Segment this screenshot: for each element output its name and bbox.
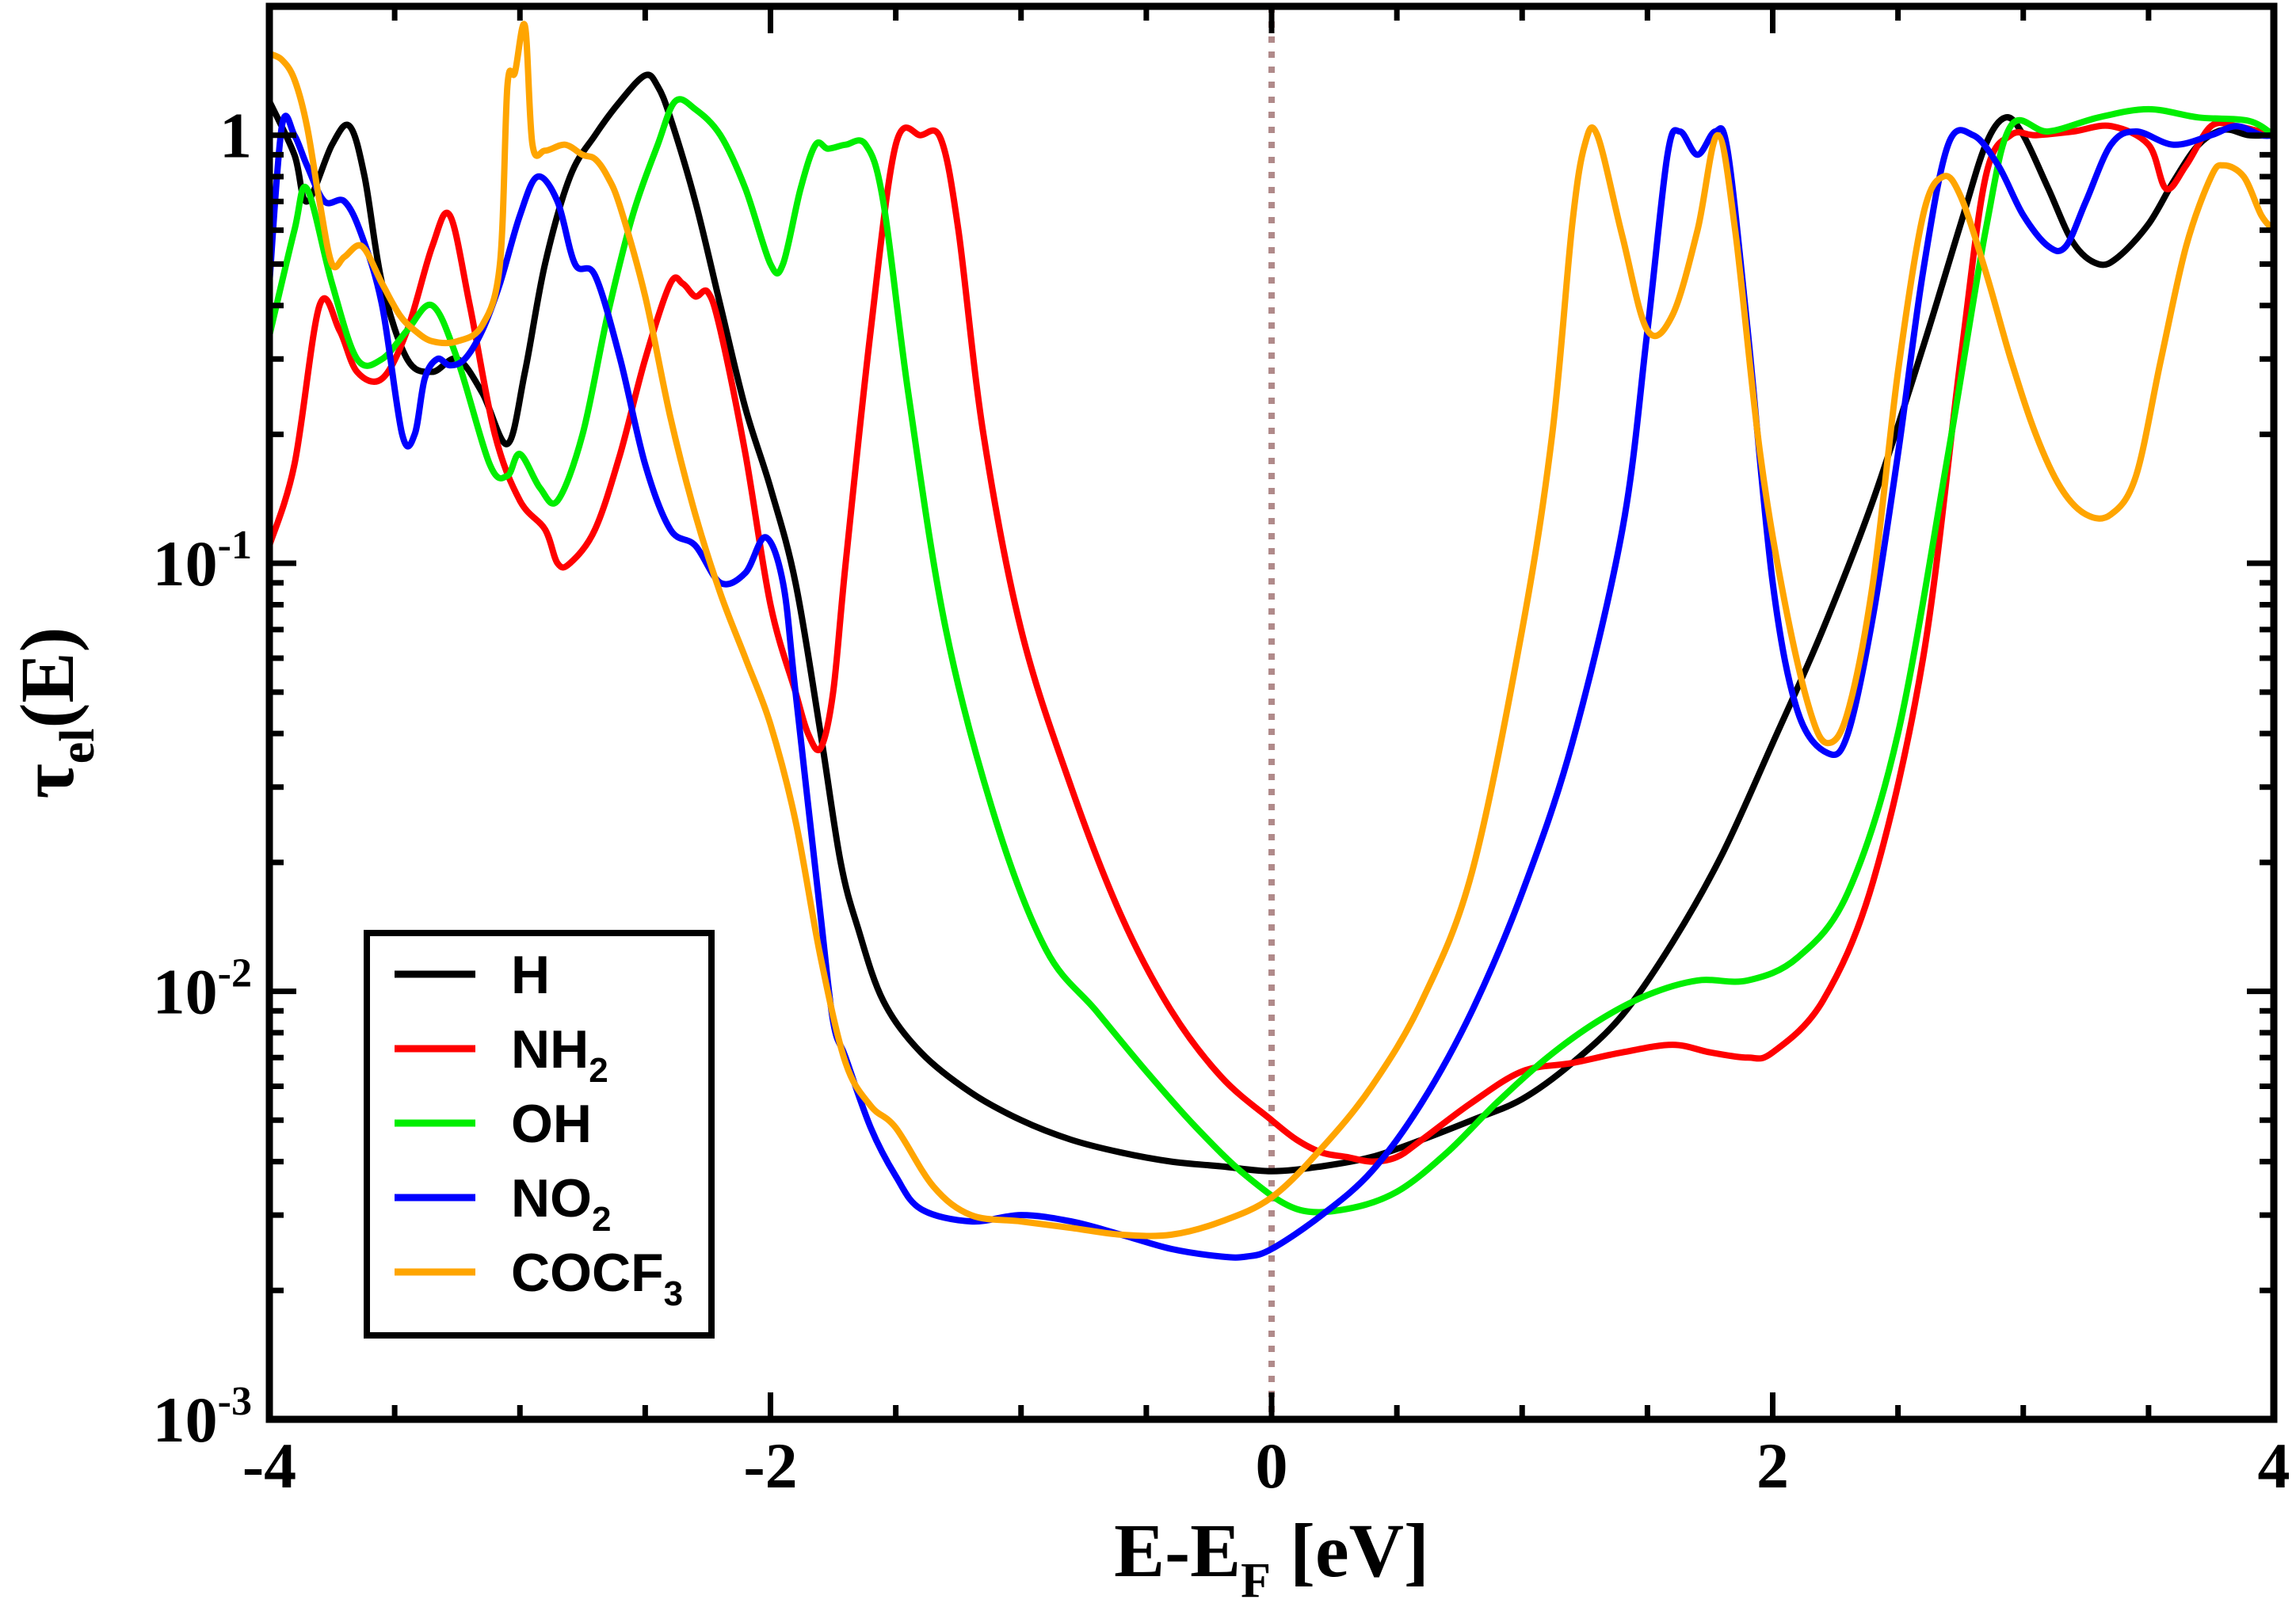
y-axis-title-suffix: (E) <box>5 627 90 729</box>
legend-label-cocf3: COCF3 <box>511 1243 683 1313</box>
series-line-nh2 <box>269 120 2274 1165</box>
x-axis-title-suffix: [eV] <box>1271 1508 1429 1593</box>
x-tick-label: 2 <box>1756 1430 1789 1502</box>
legend-label-no2: NO2 <box>511 1168 611 1239</box>
x-axis-title-sub: F <box>1241 1554 1271 1608</box>
x-tick-labels: -4 -2 0 2 4 <box>242 1430 2290 1502</box>
y-tick-labels: 1 10-1 10-2 10-3 <box>153 100 252 1456</box>
legend-label-nh2: NH2 <box>511 1019 608 1090</box>
series-lines <box>269 21 2274 1261</box>
y-axis-title-sub: el <box>51 728 105 764</box>
legend-box <box>364 930 715 1339</box>
y-tick-label: 10-1 <box>153 523 252 600</box>
x-axis-title-main: E-E <box>1114 1508 1241 1593</box>
y-axis-title-main: τ <box>5 764 90 798</box>
plot-frame <box>265 2 2278 1423</box>
y-tick-label: 10-3 <box>153 1379 252 1456</box>
legend-label-oh: OH <box>511 1094 592 1154</box>
series-line-oh <box>269 96 2274 1216</box>
legend-label-h: H <box>511 945 550 1005</box>
y-tick-label: 1 <box>219 100 252 172</box>
x-tick-label: -2 <box>743 1430 797 1502</box>
x-axis-title: E-EF [eV] <box>1114 1508 1429 1608</box>
y-axis-title: τel(E) <box>5 627 105 799</box>
y-tick-label: 10-2 <box>153 951 252 1028</box>
x-tick-label: -4 <box>242 1430 296 1502</box>
series-line-cocf3 <box>269 21 2274 1240</box>
x-tick-label: 4 <box>2258 1430 2290 1502</box>
x-tick-label: 0 <box>1256 1430 1288 1502</box>
